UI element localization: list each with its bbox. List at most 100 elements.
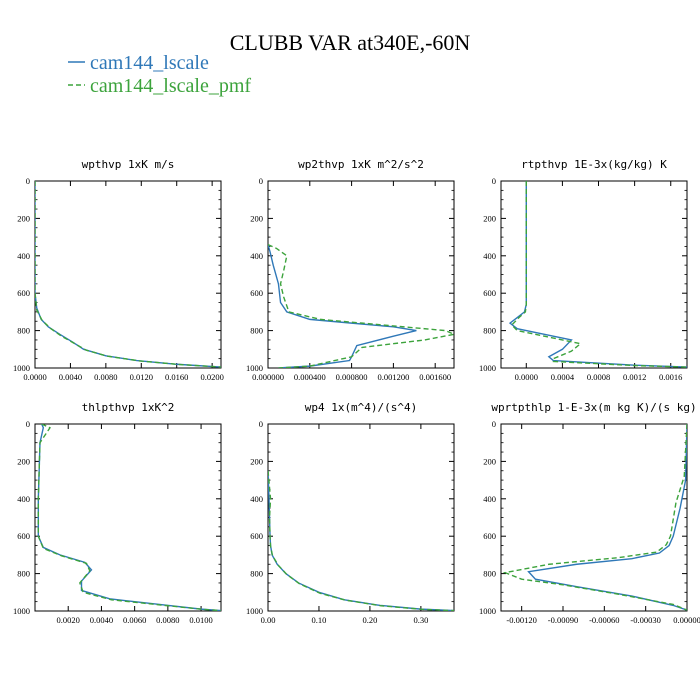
x-tick-label: 0.30 (413, 615, 428, 625)
panel-6: wprtpthlp 1-E-3x(m kg K)/(s kg) 0 200 400 60… (479, 401, 700, 625)
x-tick-label: 0.0040 (90, 615, 113, 625)
panel-title: thlpthvp 1xK^2 (82, 401, 175, 414)
x-tick-label: -0.00090 (548, 615, 578, 625)
y-tick-label: 800 (17, 569, 30, 579)
y-tick-label: 0 (259, 176, 263, 186)
legend-label-0: cam144_lscale (90, 52, 209, 74)
x-tick-label: 0.20 (362, 615, 377, 625)
y-tick-label: 1000 (246, 363, 263, 373)
y-tick-label: 1000 (479, 363, 496, 373)
series-line-cam144-lscale (527, 424, 687, 611)
panel-title: wp2thvp 1xK m^2/s^2 (298, 158, 424, 171)
y-tick-label: 200 (483, 213, 496, 223)
x-tick-label: 0.0000 (515, 372, 538, 382)
x-tick-label: 0.000400 (294, 372, 326, 382)
y-tick-label: 600 (17, 531, 30, 541)
panel-4: thlpthvp 1xK^2 0 200 400 600 800 1000 0.0020 0.0… (13, 401, 222, 625)
panel-2: wp2thvp 1xK m^2/s^2020040060080010000.00… (246, 158, 455, 382)
y-tick-label: 200 (483, 456, 496, 466)
plot-frame (34, 423, 222, 612)
series-line-cam144-lscale (35, 181, 221, 368)
x-tick-label: 0.00 (261, 615, 276, 625)
x-tick-label: -0.00030 (630, 615, 660, 625)
y-tick-label: 0 (26, 419, 30, 429)
y-tick-label: 600 (250, 531, 263, 541)
x-tick-label: 0.001200 (377, 372, 409, 382)
panel-3: rtpthvp 1E-3x(kg/kg) K 0 200 400 600 800 1000 0… (479, 158, 688, 382)
panel-title: wprtpthlp 1-E-3x(m kg K)/(s kg) (491, 401, 696, 414)
x-tick-label: 0.0100 (189, 615, 212, 625)
x-tick-label: 0.000000 (252, 372, 284, 382)
plot-frame (500, 423, 688, 612)
series-line-cam144-lscale-pmf (502, 424, 687, 611)
x-tick-label: -0.00060 (589, 615, 619, 625)
y-tick-label: 600 (250, 288, 263, 298)
series-line-cam144-lscale-pmf (510, 181, 687, 368)
y-tick-label: 0 (492, 419, 496, 429)
y-tick-label: 600 (483, 531, 496, 541)
x-tick-label: 0.00000 (673, 615, 700, 625)
x-tick-label: 0.0012 (623, 372, 646, 382)
y-tick-label: 400 (483, 251, 496, 261)
series-line-cam144-lscale (268, 470, 454, 611)
x-tick-label: 0.0200 (200, 372, 223, 382)
y-tick-label: 0 (259, 419, 263, 429)
x-tick-label: 0.10 (312, 615, 327, 625)
y-tick-label: 800 (250, 326, 263, 336)
x-tick-label: 0.0016 (659, 372, 682, 382)
x-tick-label: 0.0020 (57, 615, 80, 625)
series-line-cam144-lscale-pmf (35, 181, 221, 368)
y-tick-label: 400 (250, 494, 263, 504)
y-tick-label: 1000 (13, 363, 30, 373)
y-tick-label: 800 (483, 569, 496, 579)
y-tick-label: 800 (17, 326, 30, 336)
y-tick-label: 400 (250, 251, 263, 261)
plot-frame (267, 423, 455, 612)
panel-title: wpthvp 1xK m/s (82, 158, 175, 171)
plot-frame (500, 180, 688, 369)
plot-frame (34, 180, 222, 369)
x-tick-label: 0.0160 (165, 372, 188, 382)
y-tick-label: 200 (17, 213, 30, 223)
x-tick-label: 0.0040 (59, 372, 82, 382)
y-tick-label: 800 (250, 569, 263, 579)
y-tick-label: 400 (17, 251, 30, 261)
panel-title: wp4 1x(m^4)/(s^4) (305, 401, 418, 414)
series-line-cam144-lscale (508, 181, 687, 368)
y-tick-label: 200 (250, 213, 263, 223)
x-tick-label: 0.0000 (23, 372, 46, 382)
y-tick-label: 600 (17, 288, 30, 298)
y-tick-label: 800 (483, 326, 496, 336)
y-tick-label: 600 (483, 288, 496, 298)
panel-title: rtpthvp 1E-3x(kg/kg) K (521, 158, 667, 171)
series-line-cam144-lscale (37, 424, 221, 611)
y-tick-label: 1000 (246, 606, 263, 616)
y-tick-label: 0 (492, 176, 496, 186)
y-tick-label: 400 (17, 494, 30, 504)
series-line-cam144-lscale (268, 244, 417, 368)
x-tick-label: 0.0004 (551, 372, 575, 382)
x-tick-label: 0.0060 (123, 615, 146, 625)
series-line-cam144-lscale-pmf (268, 470, 454, 611)
legend-label-1: cam144_lscale_pmf (90, 75, 251, 97)
x-tick-label: 0.0008 (587, 372, 610, 382)
x-tick-label: 0.0080 (94, 372, 117, 382)
y-tick-label: 200 (250, 456, 263, 466)
series-line-cam144-lscale-pmf (37, 424, 221, 611)
x-tick-label: 0.0080 (156, 615, 179, 625)
x-tick-label: 0.0120 (130, 372, 153, 382)
figure-title: CLUBB VAR at340E,-60N (230, 30, 471, 55)
y-tick-label: 200 (17, 456, 30, 466)
x-tick-label: 0.001600 (419, 372, 451, 382)
y-tick-label: 1000 (479, 606, 496, 616)
x-tick-label: 0.000800 (336, 372, 368, 382)
y-tick-label: 0 (26, 176, 30, 186)
y-tick-label: 1000 (13, 606, 30, 616)
series-line-cam144-lscale-pmf (268, 243, 454, 368)
x-tick-label: -0.00120 (506, 615, 536, 625)
